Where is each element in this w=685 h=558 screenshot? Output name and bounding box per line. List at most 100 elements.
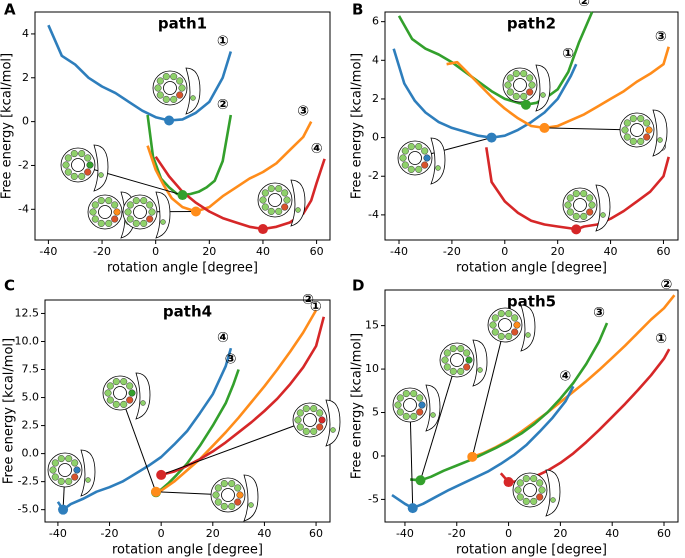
icon-subunit <box>526 74 534 82</box>
icon-subunit <box>512 92 520 100</box>
icon-subunit <box>140 197 148 205</box>
icon-subunit <box>566 208 574 216</box>
icon-subunit <box>156 77 164 85</box>
x-axis-label: rotation angle [degree] <box>112 543 263 558</box>
molecule-icon <box>257 179 306 227</box>
icon-subunit <box>51 473 59 481</box>
series-line <box>146 114 233 197</box>
icon-subunit <box>566 194 574 202</box>
icon-subunit <box>71 473 79 481</box>
icon-subunit <box>267 207 275 215</box>
icon-subunit <box>228 480 236 488</box>
axes-frame <box>384 11 679 241</box>
icon-dot <box>330 427 336 433</box>
x-tick-label: 60 <box>656 245 670 258</box>
icon-dot <box>248 502 254 508</box>
icon-arm <box>155 191 171 239</box>
icon-subunit <box>520 70 528 78</box>
icon-subunit <box>396 394 404 402</box>
molecule-icon <box>392 384 441 432</box>
icon-core <box>113 386 127 400</box>
icon-subunit <box>449 367 457 375</box>
x-tick-label: -20 <box>443 245 461 258</box>
icon-subunit <box>572 190 580 198</box>
icon-subunit <box>86 161 94 169</box>
icon-core <box>498 318 512 332</box>
icon-subunit <box>91 201 99 209</box>
icon-subunit <box>580 190 588 198</box>
series-label: ④ <box>559 368 571 384</box>
x-tick-label: 20 <box>553 527 567 540</box>
icon-subunit <box>111 215 119 223</box>
icon-subunit <box>318 416 326 424</box>
icon-subunit <box>212 491 220 499</box>
icon-dot <box>550 497 556 503</box>
icon-dot <box>430 412 436 418</box>
minimum-marker <box>539 122 550 133</box>
icon-dot <box>190 95 196 101</box>
icon-subunit <box>522 497 530 505</box>
connector <box>77 164 183 196</box>
chart-title: path1 <box>158 15 207 33</box>
minimum-marker <box>190 206 201 217</box>
icon-core <box>163 81 177 95</box>
series-label: ② <box>660 277 672 293</box>
icon-dot <box>525 332 531 338</box>
panel-letter: C <box>4 277 15 295</box>
icon-subunit <box>112 378 120 386</box>
minimum-marker <box>503 477 514 488</box>
series-label: ② <box>217 97 229 113</box>
icon-subunit <box>491 328 499 336</box>
icon-subunit <box>176 91 184 99</box>
icon-subunit <box>637 137 645 145</box>
icon-arm <box>430 137 446 185</box>
icon-subunit <box>57 477 65 485</box>
icon-subunit <box>506 88 514 96</box>
series-label: ① <box>310 299 322 315</box>
icon-subunit <box>410 412 418 420</box>
icon-subunit <box>71 459 79 467</box>
icon-subunit <box>457 367 465 375</box>
icon-subunit <box>120 378 128 386</box>
icon-subunit <box>65 455 73 463</box>
icon-subunit <box>214 498 222 506</box>
icon-subunit <box>449 345 457 353</box>
icon-subunit <box>111 201 119 209</box>
icon-subunit <box>441 356 449 364</box>
icon-subunit <box>126 396 134 404</box>
icon-subunit <box>564 201 572 209</box>
molecule-icon <box>122 191 171 239</box>
icon-subunit <box>126 382 134 390</box>
icon-subunit <box>156 91 164 99</box>
x-tick-label: -20 <box>101 527 119 540</box>
icon-subunit <box>536 493 544 501</box>
minimum-marker <box>156 469 167 480</box>
x-tick-label: -20 <box>93 245 111 258</box>
x-tick-label: 40 <box>256 245 270 258</box>
chart-title: path4 <box>163 303 212 321</box>
icon-arm <box>243 474 259 522</box>
x-tick-label: -40 <box>396 527 414 540</box>
icon-subunit <box>516 493 524 501</box>
icon-core <box>71 158 85 172</box>
series-line <box>146 121 313 213</box>
icon-subunit <box>421 147 429 155</box>
icon-subunit <box>316 423 324 431</box>
icon-subunit <box>234 484 242 492</box>
molecule-icon <box>512 469 561 517</box>
icon-subunit <box>491 314 499 322</box>
x-tick-label: 20 <box>551 245 565 258</box>
icon-subunit <box>259 196 267 204</box>
molecule-icon <box>210 474 259 522</box>
series-label: ① <box>562 46 574 62</box>
x-tick-label: 0 <box>505 527 512 540</box>
icon-subunit <box>113 208 121 216</box>
icon-subunit <box>643 133 651 141</box>
icon-subunit <box>70 172 78 180</box>
molecule-icon <box>562 184 611 232</box>
x-tick-label: -40 <box>390 245 408 258</box>
icon-core <box>133 205 147 219</box>
icon-subunit <box>643 119 651 127</box>
x-tick-label: -20 <box>448 527 466 540</box>
